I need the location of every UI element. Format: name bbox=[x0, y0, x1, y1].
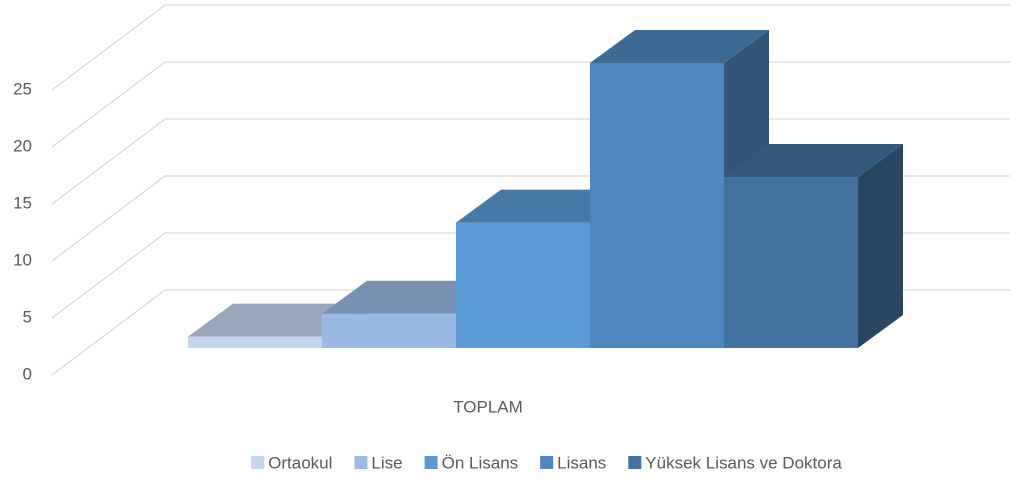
y-tick-label: 0 bbox=[23, 364, 32, 383]
bar bbox=[724, 144, 903, 348]
legend-item: Yüksek Lisans ve Doktora bbox=[628, 453, 842, 472]
legend-label: Ön Lisans bbox=[442, 453, 519, 472]
y-tick-label: 10 bbox=[13, 250, 32, 269]
bar-side bbox=[858, 144, 903, 348]
grid-line bbox=[51, 61, 1010, 148]
legend-swatch bbox=[540, 456, 554, 469]
legend-item: Lise bbox=[354, 453, 403, 472]
legend-item: Lisans bbox=[540, 453, 606, 472]
bar-top bbox=[590, 30, 769, 63]
bar-front bbox=[188, 336, 322, 348]
y-tick-label: 25 bbox=[13, 79, 32, 98]
bar-top bbox=[724, 144, 903, 177]
bar-front bbox=[322, 313, 456, 348]
bar-front bbox=[724, 177, 858, 348]
legend-swatch bbox=[628, 456, 642, 469]
y-tick-label: 15 bbox=[13, 193, 32, 212]
legend-item: Ortaokul bbox=[251, 453, 332, 472]
y-tick-label: 20 bbox=[13, 136, 32, 155]
legend-swatch bbox=[354, 456, 368, 469]
legend-item: Ön Lisans bbox=[424, 453, 519, 472]
x-tick-label: TOPLAM bbox=[453, 397, 523, 416]
bar-front bbox=[590, 63, 724, 348]
bar-front bbox=[456, 222, 590, 348]
legend-label: Ortaokul bbox=[268, 453, 332, 472]
legend-label: Lisans bbox=[557, 453, 606, 472]
legend-swatch bbox=[424, 456, 438, 469]
legend-label: Lise bbox=[371, 453, 402, 472]
legend-swatch bbox=[251, 456, 265, 469]
legend-label: Yüksek Lisans ve Doktora bbox=[645, 453, 842, 472]
y-tick-label: 5 bbox=[23, 307, 32, 326]
grid-line bbox=[51, 4, 1010, 91]
